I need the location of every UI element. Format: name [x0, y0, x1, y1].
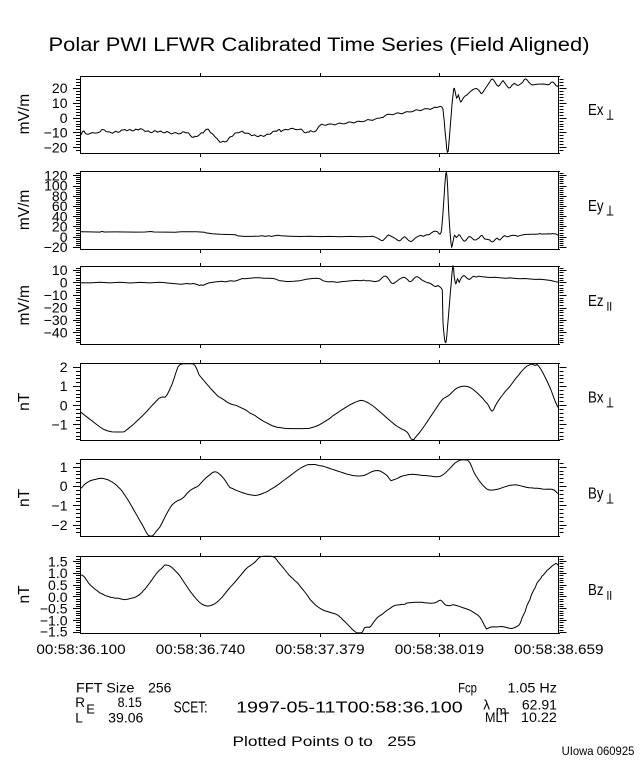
- svg-text:−0.5: −0.5: [40, 601, 68, 617]
- svg-text:UIowa 060925: UIowa 060925: [562, 746, 635, 758]
- svg-text:00:58:38.659: 00:58:38.659: [514, 641, 604, 657]
- svg-text:Ex: Ex: [588, 102, 604, 119]
- svg-text:0: 0: [60, 229, 68, 245]
- svg-text:Ey: Ey: [588, 198, 604, 215]
- svg-text:8.15: 8.15: [118, 695, 142, 710]
- svg-text:1.5: 1.5: [48, 553, 68, 569]
- svg-text:Fcp: Fcp: [458, 680, 477, 695]
- svg-text:1.05 Hz: 1.05 Hz: [508, 680, 558, 695]
- svg-text:2: 2: [60, 359, 68, 375]
- svg-text:20: 20: [52, 80, 68, 96]
- svg-text:−20: −20: [44, 300, 68, 316]
- svg-text:−1.0: −1.0: [40, 612, 68, 628]
- svg-text:nT: nT: [16, 392, 33, 411]
- svg-text:−10: −10: [44, 287, 68, 303]
- svg-text:−1: −1: [52, 416, 68, 432]
- svg-text:MLT: MLT: [485, 710, 509, 725]
- svg-text:R: R: [75, 695, 85, 710]
- svg-text:80: 80: [52, 188, 68, 204]
- svg-text:120: 120: [44, 168, 68, 184]
- svg-text:−40: −40: [44, 325, 68, 341]
- svg-text:−10: −10: [44, 125, 68, 141]
- svg-text:−2: −2: [52, 517, 68, 533]
- svg-text:mV/m: mV/m: [16, 94, 33, 134]
- svg-text:Polar PWI LFWR Calibrated Time: Polar PWI LFWR Calibrated Time Series (F…: [49, 35, 590, 56]
- svg-text:nT: nT: [16, 585, 33, 604]
- svg-text:1997-05-11T00:58:36.100: 1997-05-11T00:58:36.100: [236, 699, 463, 716]
- svg-text:nT: nT: [16, 488, 33, 507]
- svg-text:40: 40: [52, 208, 68, 224]
- svg-text:0: 0: [60, 275, 68, 291]
- svg-text:10: 10: [52, 262, 68, 278]
- svg-text:20: 20: [52, 219, 68, 235]
- svg-text:FFT Size: FFT Size: [76, 680, 134, 695]
- svg-text:0: 0: [60, 110, 68, 126]
- svg-text:00:58:36.100: 00:58:36.100: [36, 641, 126, 657]
- svg-text:00:58:37.379: 00:58:37.379: [275, 641, 365, 657]
- svg-text:0.0: 0.0: [48, 589, 68, 605]
- svg-text:By: By: [588, 486, 604, 503]
- svg-text:−20: −20: [44, 139, 68, 155]
- svg-text:Plotted Points 0 to 255: Plotted Points 0 to 255: [233, 734, 417, 749]
- svg-text:0: 0: [60, 397, 68, 413]
- svg-text:L: L: [75, 711, 83, 726]
- svg-text:−20: −20: [44, 239, 68, 255]
- svg-text:256: 256: [148, 680, 171, 695]
- svg-text:Bz: Bz: [588, 582, 604, 599]
- svg-text:39.06: 39.06: [108, 711, 143, 726]
- svg-text:mV/m: mV/m: [16, 285, 33, 325]
- svg-text:λ: λ: [483, 697, 490, 712]
- svg-text:10: 10: [52, 95, 68, 111]
- svg-text:60: 60: [52, 198, 68, 214]
- svg-text:1.0: 1.0: [48, 565, 68, 581]
- svg-text:0: 0: [60, 478, 68, 494]
- svg-text:62.91: 62.91: [522, 697, 557, 712]
- svg-text:−30: −30: [44, 312, 68, 328]
- svg-text:m: m: [496, 703, 507, 718]
- svg-text:Bx: Bx: [588, 390, 604, 407]
- svg-text:1: 1: [60, 378, 68, 394]
- svg-text:100: 100: [44, 178, 68, 194]
- svg-text:10.22: 10.22: [521, 710, 557, 725]
- svg-text:−1.5: −1.5: [40, 623, 68, 639]
- svg-text:E: E: [86, 702, 95, 717]
- svg-text:mV/m: mV/m: [16, 190, 33, 230]
- svg-text:0.5: 0.5: [48, 577, 68, 593]
- svg-text:−1: −1: [52, 498, 68, 514]
- svg-text:1: 1: [60, 459, 68, 475]
- svg-text:SCET:: SCET:: [174, 699, 208, 716]
- svg-text:Ez: Ez: [588, 293, 604, 310]
- svg-text:00:58:38.019: 00:58:38.019: [395, 641, 485, 657]
- svg-text:00:58:36.740: 00:58:36.740: [156, 641, 246, 657]
